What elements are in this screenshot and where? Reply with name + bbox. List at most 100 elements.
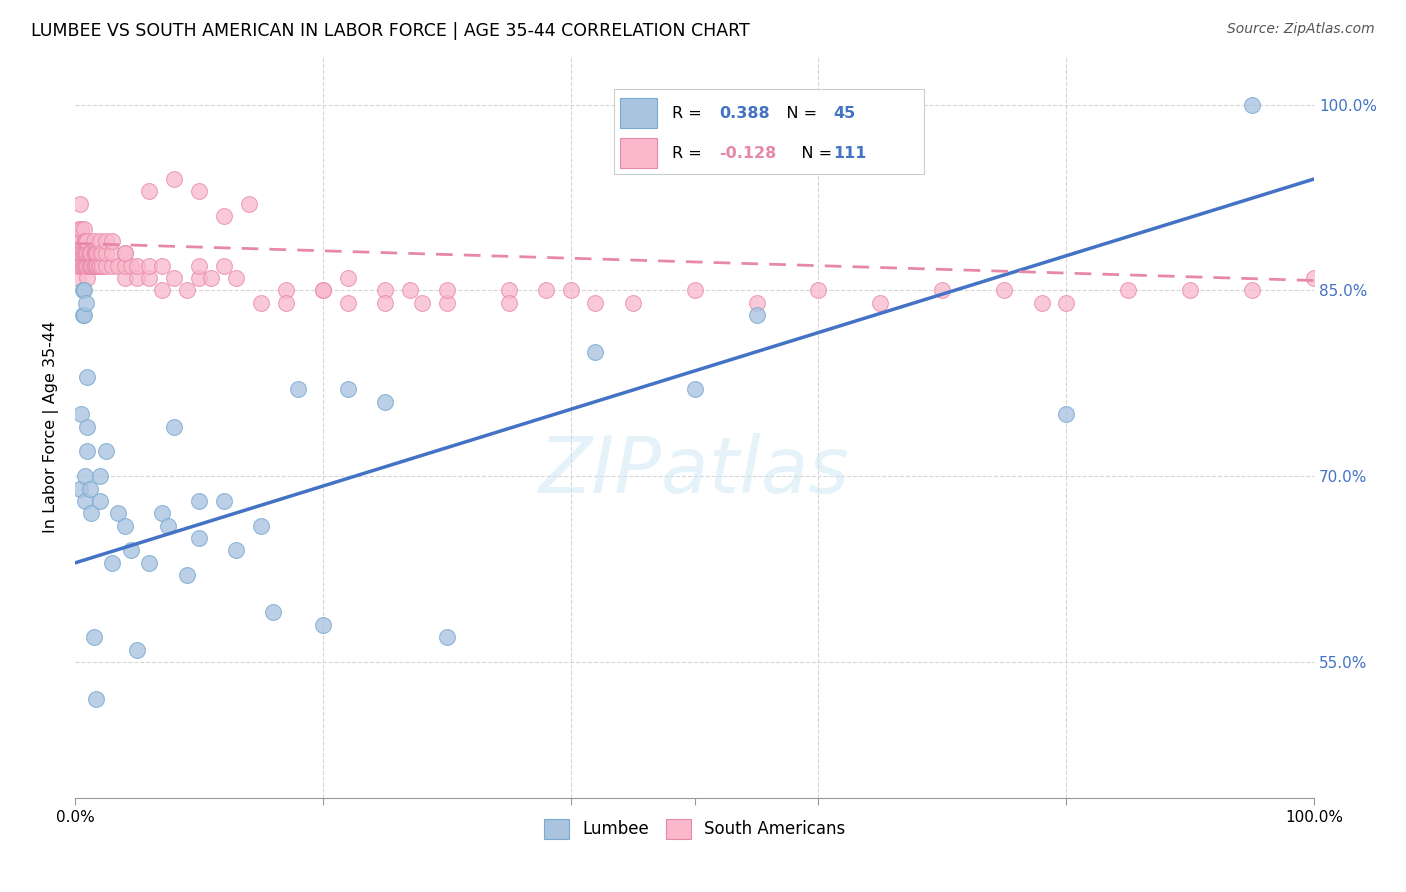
Point <box>262 606 284 620</box>
Point <box>138 556 160 570</box>
Point <box>114 259 136 273</box>
Point <box>101 246 124 260</box>
Point <box>238 196 260 211</box>
Point <box>336 271 359 285</box>
Point <box>1054 295 1077 310</box>
Point <box>75 295 97 310</box>
Point <box>86 246 108 260</box>
Point <box>70 234 93 248</box>
Point <box>84 692 107 706</box>
Point <box>76 370 98 384</box>
Point <box>89 259 111 273</box>
Point <box>411 295 433 310</box>
Point <box>212 209 235 223</box>
Point <box>274 295 297 310</box>
Point <box>398 284 420 298</box>
Point <box>73 246 96 260</box>
Point <box>498 284 520 298</box>
Point <box>84 246 107 260</box>
Point <box>89 246 111 260</box>
Point <box>75 246 97 260</box>
Point <box>75 234 97 248</box>
Point <box>212 259 235 273</box>
Point <box>745 308 768 322</box>
Point <box>77 246 100 260</box>
Point <box>73 469 96 483</box>
Point <box>94 444 117 458</box>
Point <box>374 295 396 310</box>
Point <box>176 284 198 298</box>
Point <box>77 259 100 273</box>
Point <box>91 246 114 260</box>
Point <box>150 284 173 298</box>
Point <box>436 295 458 310</box>
Point <box>683 284 706 298</box>
Point <box>70 221 93 235</box>
Point <box>76 234 98 248</box>
Point <box>84 246 107 260</box>
Point <box>82 259 104 273</box>
Point <box>212 494 235 508</box>
Point <box>83 630 105 644</box>
Point <box>869 295 891 310</box>
Point <box>66 271 89 285</box>
Point <box>80 246 103 260</box>
Point <box>138 259 160 273</box>
Point <box>73 234 96 248</box>
Point <box>993 284 1015 298</box>
Point <box>585 345 607 359</box>
Point <box>75 259 97 273</box>
Point <box>66 246 89 260</box>
Point <box>336 383 359 397</box>
Point <box>72 246 94 260</box>
Point <box>150 259 173 273</box>
Point <box>73 234 96 248</box>
Point <box>69 482 91 496</box>
Point <box>188 271 211 285</box>
Point <box>188 531 211 545</box>
Point <box>745 295 768 310</box>
Point <box>807 284 830 298</box>
Legend: Lumbee, South Americans: Lumbee, South Americans <box>537 812 852 846</box>
Point <box>374 395 396 409</box>
Text: ZIPatlas: ZIPatlas <box>538 434 851 509</box>
Point <box>125 271 148 285</box>
Text: 111: 111 <box>834 145 866 161</box>
Point <box>312 284 335 298</box>
Point <box>79 246 101 260</box>
Point <box>114 271 136 285</box>
Point <box>79 482 101 496</box>
Point <box>107 506 129 520</box>
Point <box>76 259 98 273</box>
Point <box>91 259 114 273</box>
Point <box>156 518 179 533</box>
Point <box>94 246 117 260</box>
Point <box>125 259 148 273</box>
Text: R =: R = <box>672 105 707 120</box>
Point <box>69 259 91 273</box>
Point <box>72 259 94 273</box>
Point <box>534 284 557 298</box>
Point <box>73 308 96 322</box>
Point <box>436 630 458 644</box>
Text: N =: N = <box>772 105 823 120</box>
Point <box>94 234 117 248</box>
Point <box>312 284 335 298</box>
Point <box>1303 271 1326 285</box>
Point <box>76 419 98 434</box>
Text: R =: R = <box>672 145 707 161</box>
Point <box>79 259 101 273</box>
Point <box>69 246 91 260</box>
Point <box>84 259 107 273</box>
Point <box>67 221 90 235</box>
Point <box>176 568 198 582</box>
Point <box>73 494 96 508</box>
Point <box>274 284 297 298</box>
Point <box>80 259 103 273</box>
Y-axis label: In Labor Force | Age 35-44: In Labor Force | Age 35-44 <box>44 320 59 533</box>
Point <box>101 259 124 273</box>
Point <box>163 419 186 434</box>
Point <box>560 284 582 298</box>
Bar <box>614 88 924 174</box>
Point <box>1031 295 1053 310</box>
